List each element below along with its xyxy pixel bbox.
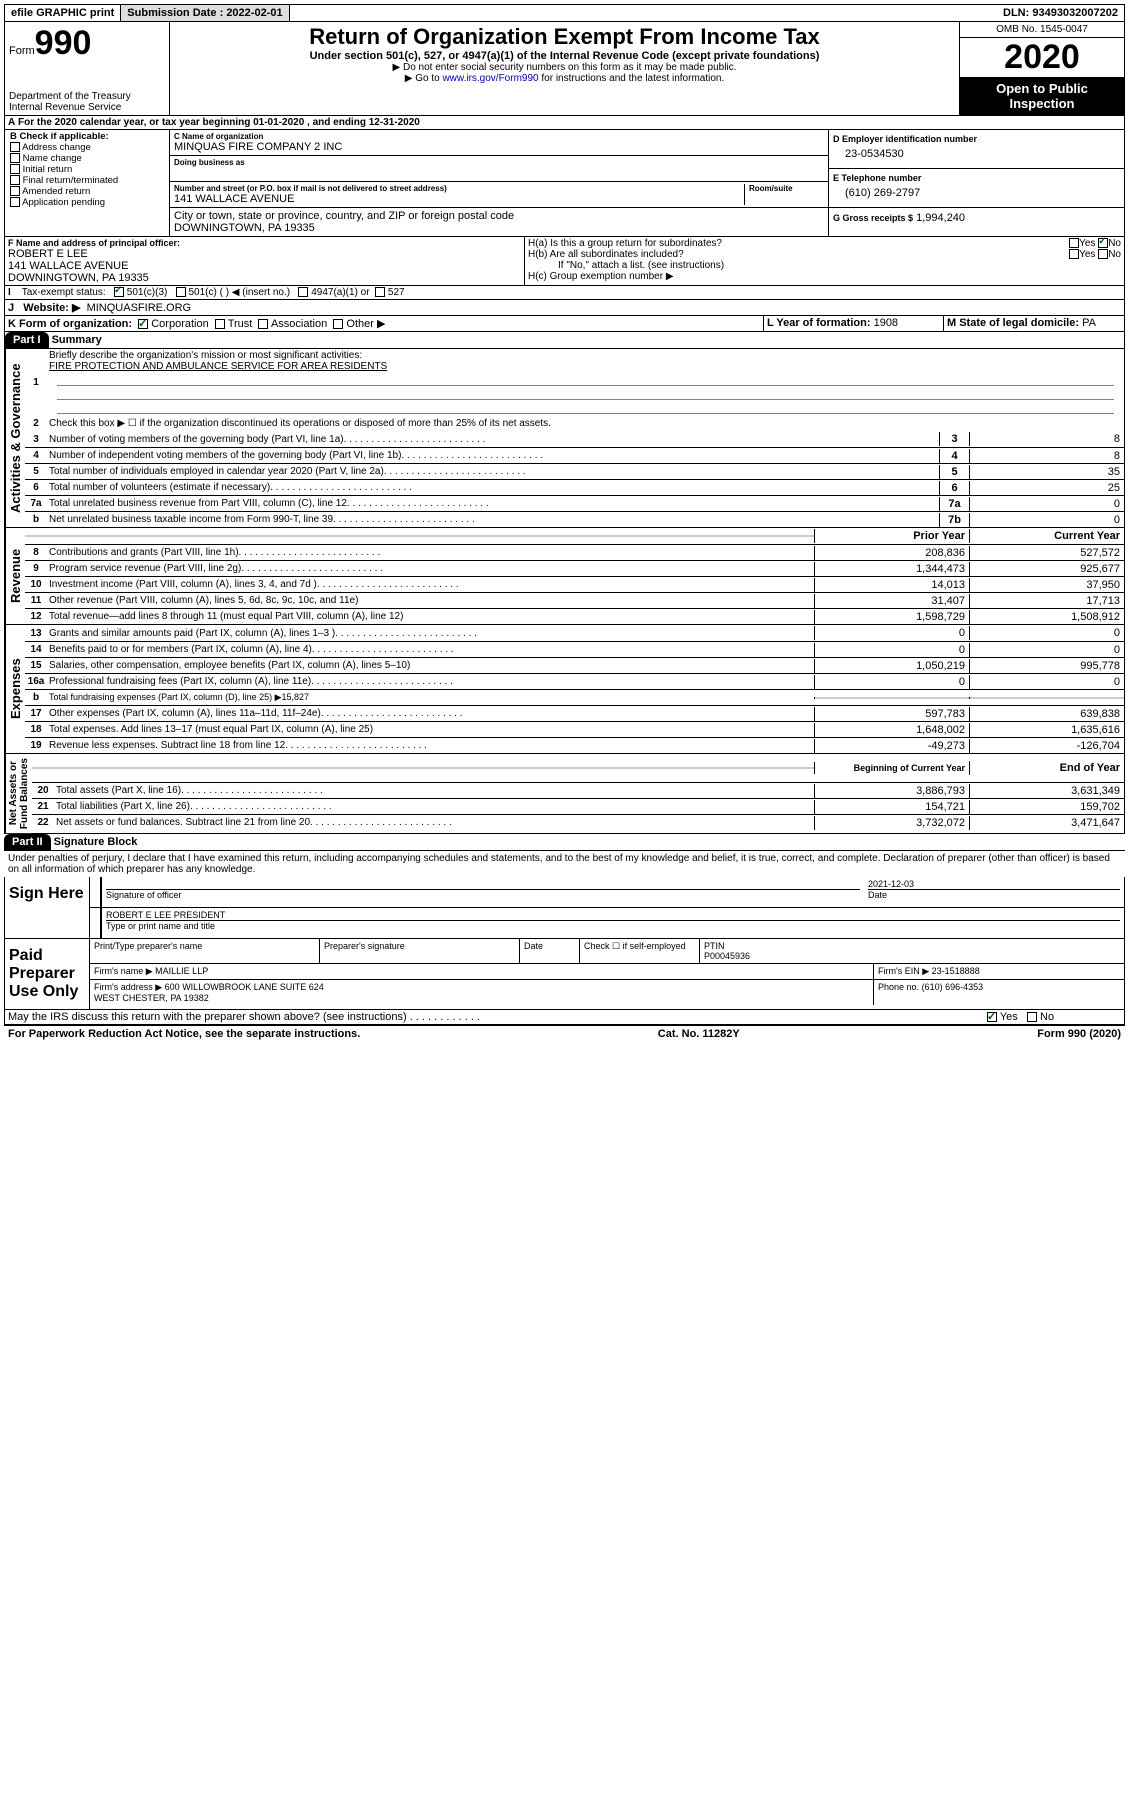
section-a: For the 2020 calendar year, or tax year … <box>18 117 420 128</box>
note-ssn: ▶ Do not enter social security numbers o… <box>172 62 957 73</box>
form-subtitle: Under section 501(c), 527, or 4947(a)(1)… <box>172 50 957 62</box>
pra-notice: For Paperwork Reduction Act Notice, see … <box>8 1028 360 1040</box>
officer-sig-name: ROBERT E LEE PRESIDENT <box>106 910 1120 920</box>
mission: FIRE PROTECTION AND AMBULANCE SERVICE FO… <box>49 361 387 372</box>
ein: 23-0534530 <box>833 144 1120 164</box>
org-city: DOWNINGTOWN, PA 19335 <box>174 222 824 234</box>
firm-ein: 23-1518888 <box>932 966 980 976</box>
form-header: Form990 Department of the Treasury Inter… <box>4 22 1125 116</box>
dln: DLN: 93493032007202 <box>997 5 1124 21</box>
submission-date: Submission Date : 2022-02-01 <box>121 5 289 21</box>
section-b: B Check if applicable: Address change Na… <box>5 130 170 236</box>
form-foot: Form 990 (2020) <box>1037 1028 1121 1040</box>
part2-cap: Part II <box>4 834 51 850</box>
open-inspection: Open to Public Inspection <box>960 77 1124 115</box>
website: MINQUASFIRE.ORG <box>87 302 192 314</box>
part1-cap: Part I <box>5 332 49 348</box>
org-name: MINQUAS FIRE COMPANY 2 INC <box>174 141 824 153</box>
org-street: 141 WALLACE AVENUE <box>174 193 744 205</box>
vlabel-revenue: Revenue <box>5 528 25 624</box>
officer-name: ROBERT E LEE <box>8 248 521 260</box>
omb: OMB No. 1545-0047 <box>960 22 1124 38</box>
ptin: P00045936 <box>704 951 750 961</box>
dept: Department of the Treasury Internal Reve… <box>9 91 165 113</box>
cat-no: Cat. No. 11282Y <box>658 1028 740 1040</box>
sign-date: 2021-12-03 <box>868 879 1120 889</box>
form-word: Form <box>9 45 35 57</box>
vlabel-governance: Activities & Governance <box>5 349 25 527</box>
form-number: 990 <box>35 24 92 62</box>
gross-receipts: 1,994,240 <box>916 212 965 224</box>
vlabel-netassets: Net Assets or Fund Balances <box>5 754 32 833</box>
form-title: Return of Organization Exempt From Incom… <box>172 24 957 50</box>
domicile: PA <box>1082 317 1096 329</box>
irs-link[interactable]: www.irs.gov/Form990 <box>442 73 538 84</box>
tax-year: 2020 <box>960 38 1124 77</box>
year-formation: 1908 <box>874 317 898 329</box>
vlabel-expenses: Expenses <box>5 625 25 753</box>
preparer-label: Paid Preparer Use Only <box>5 939 90 1009</box>
firm-phone: (610) 696-4353 <box>922 982 984 992</box>
efile-label: efile GRAPHIC print <box>5 5 121 21</box>
firm-name: MAILLIE LLP <box>155 966 208 976</box>
declaration: Under penalties of perjury, I declare th… <box>4 850 1125 877</box>
line3-val: 8 <box>969 432 1124 446</box>
topbar: efile GRAPHIC print Submission Date : 20… <box>4 4 1125 22</box>
phone: (610) 269-2797 <box>833 183 1120 203</box>
sign-here-label: Sign Here <box>5 877 90 938</box>
